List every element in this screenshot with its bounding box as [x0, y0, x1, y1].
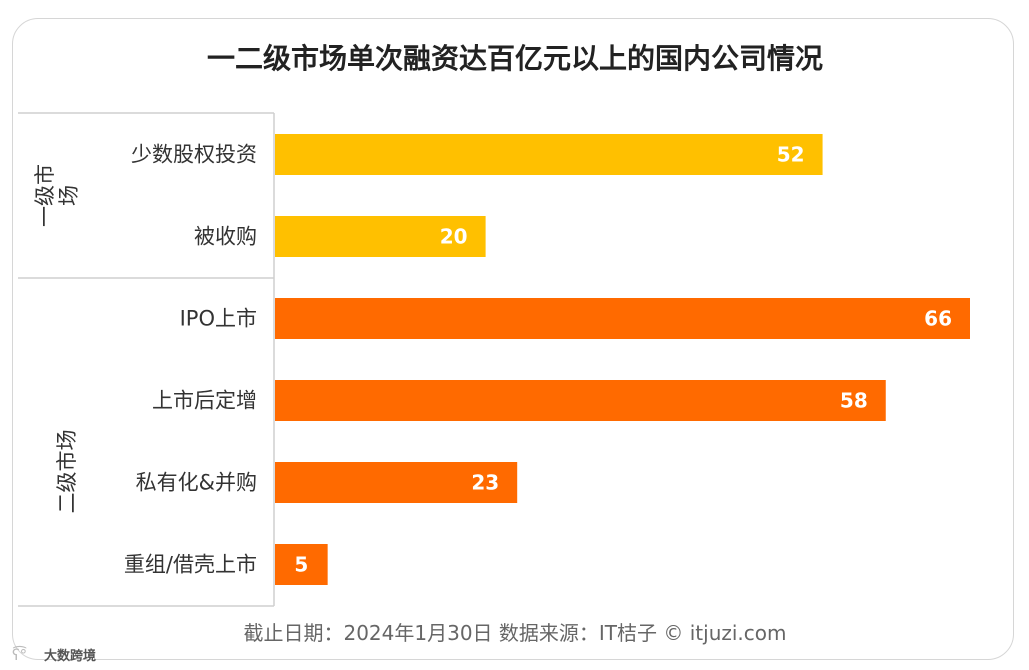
- group-label-line: 场: [57, 185, 81, 206]
- data-label: 52: [777, 143, 805, 167]
- bar: [275, 462, 518, 503]
- watermark-icon: ʕ͡°: [12, 644, 27, 664]
- data-label: 58: [840, 389, 868, 413]
- group-label: 二级市场: [55, 430, 79, 514]
- data-label: 5: [294, 553, 308, 577]
- data-label: 66: [924, 307, 952, 331]
- group-label: 一级市场: [33, 164, 81, 227]
- category-table-lines: [18, 112, 275, 607]
- bar: [275, 380, 886, 421]
- group-label-line: 一级市: [33, 164, 57, 227]
- bar: [275, 134, 823, 175]
- data-label: 20: [440, 225, 468, 249]
- category-label: 少数股权投资: [131, 143, 257, 167]
- footer-source: 截止日期：2024年1月30日 数据来源：IT桔子 © itjuzi.com: [243, 621, 786, 645]
- bar: [275, 298, 970, 339]
- data-label: 23: [471, 471, 499, 495]
- chart-title: 一二级市场单次融资达百亿元以上的国内公司情况: [207, 42, 823, 75]
- watermark: ʕ͡° 大数跨境: [12, 644, 96, 664]
- category-label: IPO上市: [180, 307, 257, 331]
- category-label: 上市后定增: [152, 389, 257, 413]
- bar: [275, 216, 486, 257]
- watermark-text: 大数跨境: [44, 648, 96, 664]
- category-label: 重组/借壳上市: [124, 553, 257, 577]
- group-label-line: 二级市场: [55, 430, 79, 514]
- category-label: 私有化&并购: [136, 471, 257, 495]
- category-label: 被收购: [194, 225, 257, 249]
- bar: [275, 544, 328, 585]
- bars-layer: 少数股权投资 52 被收购 20 一级市 场 IPO上市 66 上市后定增 58 私有化&并购 23 重…: [33, 134, 970, 585]
